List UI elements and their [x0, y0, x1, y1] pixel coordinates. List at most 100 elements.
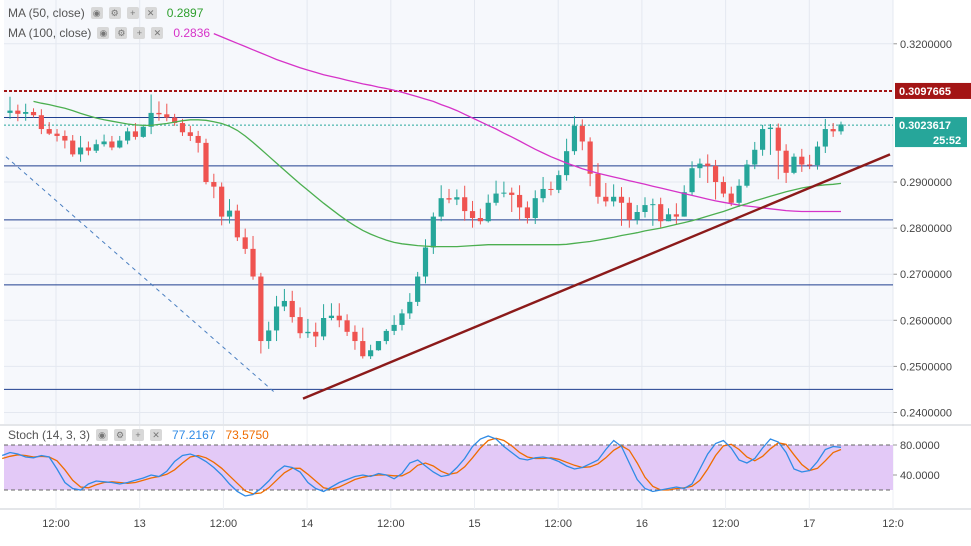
candle-body — [807, 164, 813, 166]
time-tick-label: 14 — [301, 518, 313, 530]
candle-body — [85, 147, 91, 151]
candle-body — [791, 156, 797, 173]
time-tick-label: 16 — [636, 518, 648, 530]
candle-body — [838, 124, 844, 132]
candle-body — [164, 114, 170, 118]
candle-body — [501, 192, 507, 194]
ma50-line — [33, 100, 842, 248]
candle-body — [462, 197, 468, 212]
stoch-k-line — [1, 435, 842, 497]
eye-icon[interactable]: ◉ — [97, 27, 110, 39]
candle-body — [665, 214, 672, 222]
candle-body — [23, 111, 29, 114]
candle-body — [524, 207, 531, 218]
candle-body — [579, 125, 585, 142]
candle-body — [77, 147, 84, 155]
candle-body — [830, 129, 836, 132]
candle-body — [767, 127, 774, 130]
candle-body — [775, 127, 781, 151]
candle-body — [140, 126, 146, 137]
candle-body — [673, 214, 679, 217]
candle-body — [744, 164, 750, 186]
candle-body — [720, 182, 727, 194]
candle-body — [266, 330, 272, 342]
ascending-trendline — [302, 153, 891, 400]
candle-body — [109, 141, 115, 148]
candle-body — [634, 212, 640, 220]
candle-body — [658, 204, 664, 222]
price-tick-label: 0.3200000 — [900, 39, 952, 51]
time-tick-label: 12:00 — [712, 518, 740, 530]
last-price-badge — [895, 117, 967, 148]
time-tick-label: 12:00 — [42, 518, 70, 530]
stoch-tick-label: 80.0000 — [900, 440, 940, 452]
candle-body — [642, 205, 648, 212]
candle-body — [438, 198, 444, 217]
stoch-band-fill — [4, 445, 893, 490]
candle-body — [320, 318, 327, 337]
candle-body — [391, 324, 397, 331]
settings-icon[interactable]: ⚙ — [114, 429, 127, 441]
settings-icon[interactable]: ⚙ — [115, 27, 128, 39]
price-tick-label: 0.2400000 — [900, 407, 952, 419]
ma100-line — [213, 33, 841, 213]
time-tick-label: 17 — [803, 518, 815, 530]
add-icon[interactable]: + — [133, 27, 146, 39]
close-icon[interactable]: ✕ — [144, 7, 157, 19]
close-icon[interactable]: ✕ — [151, 27, 164, 39]
candle-body — [289, 300, 295, 318]
ma50-legend-label: MA (50, close) — [8, 6, 85, 20]
candle-body — [93, 144, 99, 151]
candle-body — [124, 131, 131, 141]
add-icon[interactable]: + — [126, 7, 139, 19]
candle-body — [234, 210, 240, 238]
ma100-legend-value: 0.2836 — [173, 26, 211, 40]
candle-body — [814, 146, 821, 165]
candle-body — [368, 350, 374, 357]
candle-body — [273, 306, 280, 331]
eye-icon[interactable]: ◉ — [96, 429, 109, 441]
candle-body — [430, 216, 436, 248]
candle-body — [595, 173, 601, 197]
candle-body — [822, 129, 828, 147]
candle-body — [219, 186, 225, 217]
candle-body — [187, 132, 193, 136]
add-icon[interactable]: + — [132, 429, 145, 441]
candle-body — [242, 237, 248, 249]
candle-body — [15, 110, 21, 114]
candle-body — [626, 202, 632, 220]
candle-body — [117, 140, 123, 148]
time-tick-label: 13 — [134, 518, 146, 530]
settings-icon[interactable]: ⚙ — [108, 7, 121, 19]
stoch-tick-label: 40.0000 — [900, 470, 940, 482]
candle-body — [399, 313, 405, 325]
candle-body — [705, 163, 711, 166]
candle-body — [611, 196, 617, 202]
candle-body — [344, 320, 350, 332]
candle-body — [328, 315, 335, 318]
resistance-badge-label: 0.3097665 — [899, 86, 951, 98]
candle-body — [203, 142, 209, 183]
candle-body — [258, 276, 264, 342]
price-pane-bg — [4, 0, 893, 424]
candle-body — [101, 141, 107, 145]
candle-body — [571, 125, 578, 152]
eye-icon[interactable]: ◉ — [90, 7, 103, 19]
dashed-trend-line — [5, 156, 277, 395]
candle-body — [422, 247, 429, 277]
candle-body — [352, 331, 358, 342]
candle-body — [375, 341, 382, 351]
candle-body — [689, 168, 695, 193]
candle-body — [70, 140, 76, 155]
ma100-legend: MA (100, close) ◉ ⚙ + ✕ 0.2836 — [8, 26, 210, 40]
candle-body — [179, 123, 186, 133]
candle-body — [712, 165, 719, 183]
candle-body — [226, 210, 233, 217]
candle-body — [172, 117, 178, 124]
close-icon[interactable]: ✕ — [150, 429, 163, 441]
time-tick-label: 12:00 — [544, 518, 572, 530]
candle-body — [148, 112, 154, 127]
candle-body — [305, 331, 311, 334]
candle-body — [469, 211, 476, 218]
